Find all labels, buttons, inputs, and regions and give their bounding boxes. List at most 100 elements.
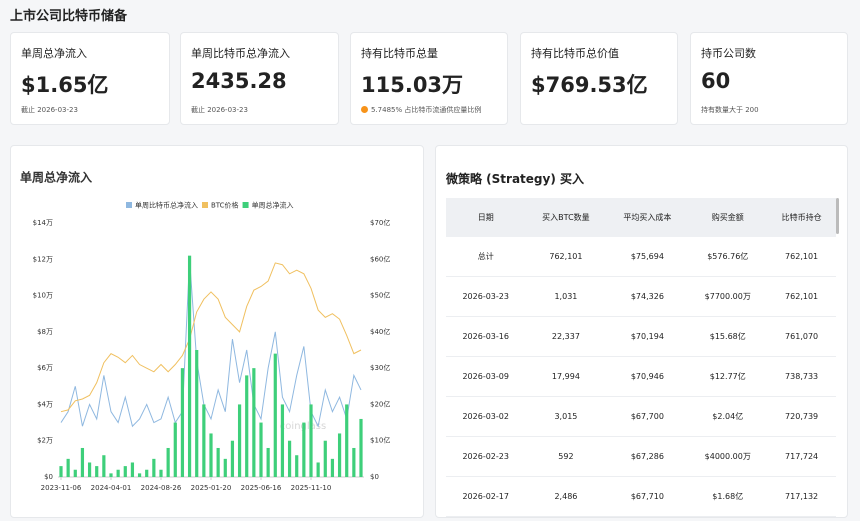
- bar: [87, 462, 92, 477]
- stat-card: 单周比特币总净流入 2435.28 截止 2026-03-23: [180, 32, 339, 125]
- x-tick-label: 2024-04-01: [91, 484, 132, 492]
- bar: [316, 462, 320, 477]
- y-tick-label: $12万: [33, 255, 53, 263]
- legend-swatch: [242, 202, 249, 208]
- y2-tick-label: $70亿: [370, 218, 390, 227]
- column-header: 日期: [446, 198, 526, 237]
- y-tick-label: $2万: [37, 437, 53, 445]
- column-header: 购买金额: [688, 198, 768, 237]
- card-label: 持币公司数: [701, 47, 756, 60]
- card-value: $1.65亿: [21, 73, 109, 97]
- table-cell: 1,031: [525, 276, 607, 317]
- table-row: 2026-02-23 592 $67,286 $4000.00万 717,724: [446, 436, 836, 477]
- table-row: 2026-03-16 22,337 $70,194 $15.68亿 761,070: [446, 316, 836, 357]
- bar: [280, 404, 285, 477]
- card-note: 截止 2026-03-23: [21, 105, 78, 115]
- line: [60, 262, 362, 413]
- table-cell: 总计: [446, 237, 526, 277]
- bar: [252, 368, 256, 477]
- btc-icon: [361, 106, 368, 113]
- table-cell: $74,326: [606, 276, 689, 317]
- card-note-text: 持有数量大于 200: [701, 106, 759, 114]
- bar: [109, 473, 113, 477]
- y-tick-label: $0: [44, 473, 53, 481]
- y2-tick-label: $40亿: [370, 327, 390, 336]
- legend-label: 单周总净流入: [252, 201, 294, 210]
- bar: [195, 350, 199, 477]
- bar: [59, 466, 63, 477]
- y2-tick-label: $20亿: [370, 399, 390, 408]
- bar: [116, 469, 120, 477]
- table: 日期 买入BTC数量 平均买入成本 购买金额 比特币持仓总计 762,101 $75,694…: [446, 198, 836, 517]
- stat-card: 持有比特币总价值 $769.53亿: [520, 32, 678, 125]
- x-tick-label: 2025-11-10: [291, 484, 332, 492]
- table-cell: 762,101: [767, 237, 836, 277]
- bar: [187, 255, 192, 477]
- bar: [166, 447, 170, 477]
- table-row: 2026-03-09 17,994 $70,946 $12.77亿 738,733: [446, 356, 836, 397]
- table-cell: $7700.00万: [688, 276, 768, 317]
- bar: [152, 458, 156, 477]
- legend-swatch: [126, 202, 132, 208]
- card-value: 60: [701, 69, 731, 93]
- column-header: 平均买入成本: [606, 198, 689, 237]
- page-title: 上市公司比特币储备: [10, 9, 128, 24]
- x-tick-label: 2023-11-06: [41, 484, 82, 492]
- card-value: 115.03万: [361, 73, 464, 97]
- card-note-text: 5.7485% 占比特币流通供应量比例: [371, 106, 482, 114]
- table-cell: $75,694: [606, 237, 689, 277]
- bar: [230, 440, 235, 477]
- scrollbar: [836, 198, 839, 234]
- bar: [266, 447, 270, 477]
- bar: [137, 473, 142, 477]
- bar: [180, 368, 185, 477]
- table-cell: 2026-03-02: [446, 396, 526, 437]
- y-tick-label: $6万: [37, 364, 53, 372]
- card-value: 2435.28: [191, 69, 287, 93]
- table-cell: $576.76亿: [688, 237, 768, 277]
- card-label: 持有比特币总价值: [531, 47, 619, 60]
- table-cell: $67,286: [606, 436, 689, 477]
- bar: [145, 469, 149, 477]
- y-tick-label: $14万: [33, 219, 53, 227]
- table-cell: 3,015: [525, 396, 607, 437]
- bar: [73, 469, 77, 477]
- card-value: $769.53亿: [531, 73, 648, 97]
- table-cell: 717,132: [767, 476, 836, 517]
- table-cell: 720,739: [767, 396, 836, 437]
- card-note-text: 截止 2026-03-23: [191, 106, 248, 114]
- table-cell: 2026-03-16: [446, 316, 526, 357]
- table-cell: 2026-03-09: [446, 356, 526, 397]
- bar: [323, 440, 327, 477]
- bar: [123, 466, 127, 477]
- card-label: 单周总净流入: [21, 47, 87, 60]
- table-cell: 17,994: [525, 356, 607, 397]
- table-cell: $2.04亿: [688, 396, 768, 437]
- table-cell: 2026-03-23: [446, 276, 526, 317]
- table-cell: $70,946: [606, 356, 689, 397]
- bar: [273, 353, 277, 477]
- bar: [102, 455, 106, 477]
- stat-card: 持有比特币总量 115.03万 5.7485% 占比特币流通供应量比例: [350, 32, 508, 125]
- y2-tick-label: $60亿: [370, 254, 390, 263]
- y2-tick-label: $10亿: [370, 436, 390, 445]
- y2-tick-label: $0: [370, 473, 379, 481]
- table-cell: 2026-02-17: [446, 476, 526, 517]
- column-header: 比特币持仓: [767, 198, 836, 237]
- column-header: 买入BTC数量: [525, 198, 607, 237]
- bar: [209, 433, 213, 477]
- bar: [287, 440, 292, 477]
- legend-label: 单周比特币总净流入: [135, 201, 198, 210]
- y2-tick-label: $30亿: [370, 363, 390, 372]
- y2-tick-label: $50亿: [370, 291, 390, 300]
- card-label: 持有比特币总量: [361, 47, 438, 60]
- y-tick-label: $8万: [37, 328, 53, 336]
- line: [60, 259, 362, 428]
- card-note: 截止 2026-03-23: [191, 105, 248, 115]
- bar: [259, 422, 263, 477]
- chart-title: 单周总净流入: [20, 170, 92, 185]
- stat-card: 单周总净流入 $1.65亿截止 2026-03-23: [10, 32, 170, 125]
- table-title: 微策略 (Strategy) 买入: [446, 172, 585, 186]
- table-cell: 761,070: [767, 316, 836, 357]
